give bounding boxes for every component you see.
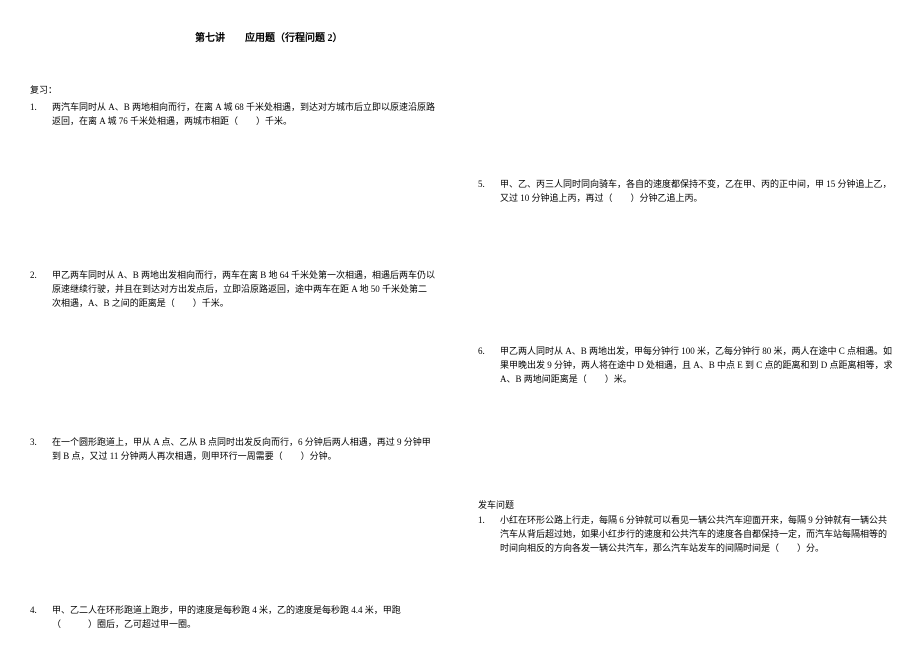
problem-number: 1.	[478, 513, 500, 555]
problem-number: 5.	[478, 177, 500, 205]
problem-text: 甲、乙、丙三人同时同向骑车，各自的速度都保持不变，乙在甲、丙的正中间，甲 15 …	[500, 177, 893, 205]
lesson-title: 第七讲 应用题（行程问题 2）	[195, 32, 343, 46]
problem-number: 1.	[30, 100, 52, 128]
review-heading: 复习：	[30, 83, 57, 97]
problem-text: 甲乙两车同时从 A、B 两地出发相向而行，两车在离 B 地 64 千米处第一次相…	[52, 268, 435, 310]
problem-number: 4.	[30, 603, 52, 631]
problem-text: 两汽车同时从 A、B 两地相向而行，在离 A 城 68 千米处相遇，到达对方城市…	[52, 100, 435, 128]
page-left: 第七讲 应用题（行程问题 2） 复习： 1. 两汽车同时从 A、B 两地相向而行…	[0, 0, 460, 651]
problem-text: 小红在环形公路上行走，每隔 6 分钟就可以看见一辆公共汽车迎面开来，每隔 9 分…	[500, 513, 893, 555]
problem-3: 3. 在一个圆形跑道上，甲从 A 点、乙从 B 点同时出发反向而行，6 分钟后两…	[30, 435, 435, 463]
problem-1: 1. 两汽车同时从 A、B 两地相向而行，在离 A 城 68 千米处相遇，到达对…	[30, 100, 435, 128]
problem-text: 甲乙两人同时从 A、B 两地出发，甲每分钟行 100 米，乙每分钟行 80 米，…	[500, 344, 893, 386]
section-heading-departure: 发车问题	[478, 498, 514, 512]
problem-text: 在一个圆形跑道上，甲从 A 点、乙从 B 点同时出发反向而行，6 分钟后两人相遇…	[52, 435, 435, 463]
problem-text: 甲、乙二人在环形跑道上跑步，甲的速度是每秒跑 4 米，乙的速度是每秒跑 4.4 …	[52, 603, 435, 631]
problem-2: 2. 甲乙两车同时从 A、B 两地出发相向而行，两车在离 B 地 64 千米处第…	[30, 268, 435, 310]
problem-departure-1: 1. 小红在环形公路上行走，每隔 6 分钟就可以看见一辆公共汽车迎面开来，每隔 …	[478, 513, 893, 555]
problem-number: 6.	[478, 344, 500, 386]
problem-4: 4. 甲、乙二人在环形跑道上跑步，甲的速度是每秒跑 4 米，乙的速度是每秒跑 4…	[30, 603, 435, 631]
problem-5: 5. 甲、乙、丙三人同时同向骑车，各自的速度都保持不变，乙在甲、丙的正中间，甲 …	[478, 177, 893, 205]
problem-number: 2.	[30, 268, 52, 310]
problem-6: 6. 甲乙两人同时从 A、B 两地出发，甲每分钟行 100 米，乙每分钟行 80…	[478, 344, 893, 386]
problem-number: 3.	[30, 435, 52, 463]
page-right: 5. 甲、乙、丙三人同时同向骑车，各自的速度都保持不变，乙在甲、丙的正中间，甲 …	[460, 0, 920, 651]
